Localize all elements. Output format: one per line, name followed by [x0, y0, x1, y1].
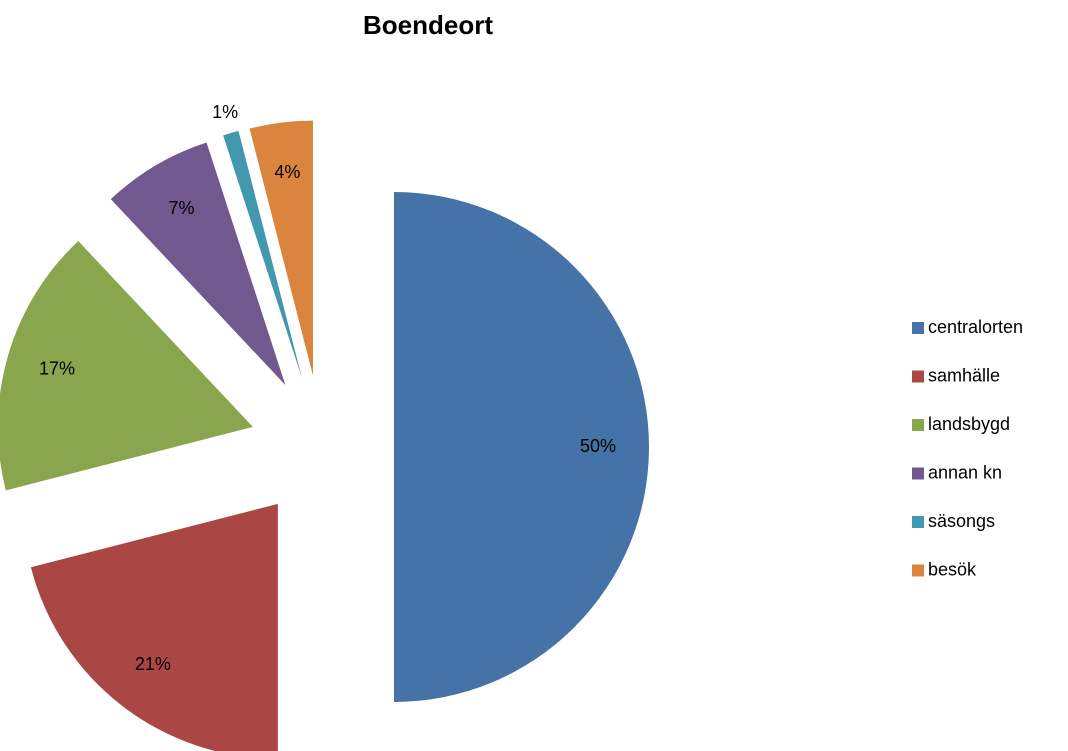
pie-slice [30, 503, 278, 751]
legend-label: centralorten [928, 317, 1023, 337]
legend-label: annan kn [928, 462, 1002, 482]
legend-label: landsbygd [928, 414, 1010, 434]
legend-label: säsongs [928, 511, 995, 531]
data-label: 4% [274, 162, 300, 182]
pie-slice [249, 120, 313, 376]
legend-swatch [912, 419, 924, 431]
data-label: 21% [135, 654, 171, 674]
pie-slice [394, 192, 649, 702]
legend-swatch [912, 370, 924, 383]
legend-swatch [912, 564, 924, 577]
pie-slice [110, 142, 286, 386]
data-label: 50% [580, 436, 616, 456]
legend-label: besök [928, 559, 977, 579]
pie-slice [0, 241, 253, 491]
legend-swatch [912, 322, 924, 334]
legend-label: samhälle [928, 365, 1000, 385]
data-label: 1% [212, 102, 238, 122]
data-label: 7% [168, 198, 194, 218]
pie-slice [223, 130, 302, 378]
data-label: 17% [39, 359, 75, 379]
legend-swatch [912, 467, 924, 480]
legend-swatch [912, 516, 924, 528]
chart-title: Boendeort [363, 10, 493, 40]
